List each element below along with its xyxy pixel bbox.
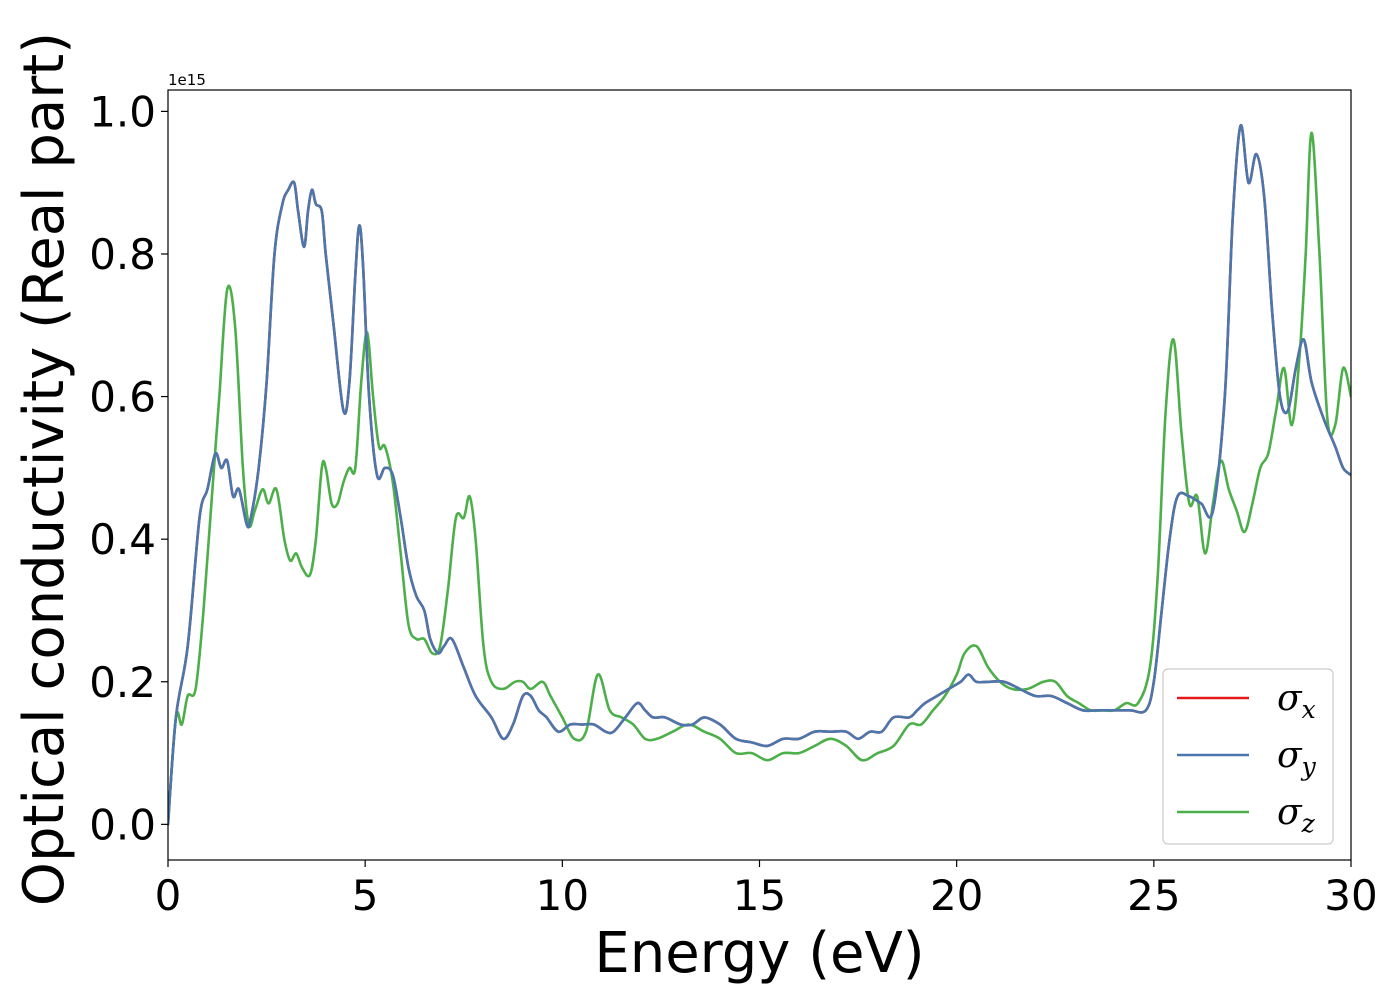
y-tick-label: 1.0 (89, 87, 156, 136)
legend-entry-z: σz (1277, 792, 1316, 838)
plot-area (168, 124, 1351, 826)
x-tick-label: 30 (1324, 871, 1377, 920)
x-tick-label: 10 (536, 871, 589, 920)
x-tick-label: 20 (930, 871, 983, 920)
series-line-z (168, 131, 1351, 826)
x-axis-label: Energy (eV) (594, 921, 924, 986)
y-axis-offset-label: 1e15 (168, 71, 206, 89)
legend: σx σy σz (1162, 668, 1334, 845)
y-tick-label: 0.8 (89, 230, 156, 279)
y-axis-ticks: 0.0 0.2 0.4 0.6 0.8 1.0 (89, 87, 168, 849)
y-axis-label: Optical conductivity (Real part) (12, 32, 77, 906)
legend-entry-x: σx (1277, 678, 1316, 724)
series-line-y (168, 124, 1351, 826)
y-tick-label: 0.2 (89, 658, 156, 707)
legend-entry-y: σy (1277, 735, 1317, 781)
x-axis-ticks: 0 5 10 15 20 25 30 (155, 860, 1378, 920)
x-tick-label: 0 (155, 871, 182, 920)
legend-box (1162, 668, 1334, 845)
x-tick-label: 15 (733, 871, 786, 920)
y-tick-label: 0.0 (89, 800, 156, 849)
x-tick-label: 25 (1127, 871, 1180, 920)
y-tick-label: 0.6 (89, 373, 156, 422)
x-tick-label: 5 (352, 871, 379, 920)
y-tick-label: 0.4 (89, 515, 156, 564)
